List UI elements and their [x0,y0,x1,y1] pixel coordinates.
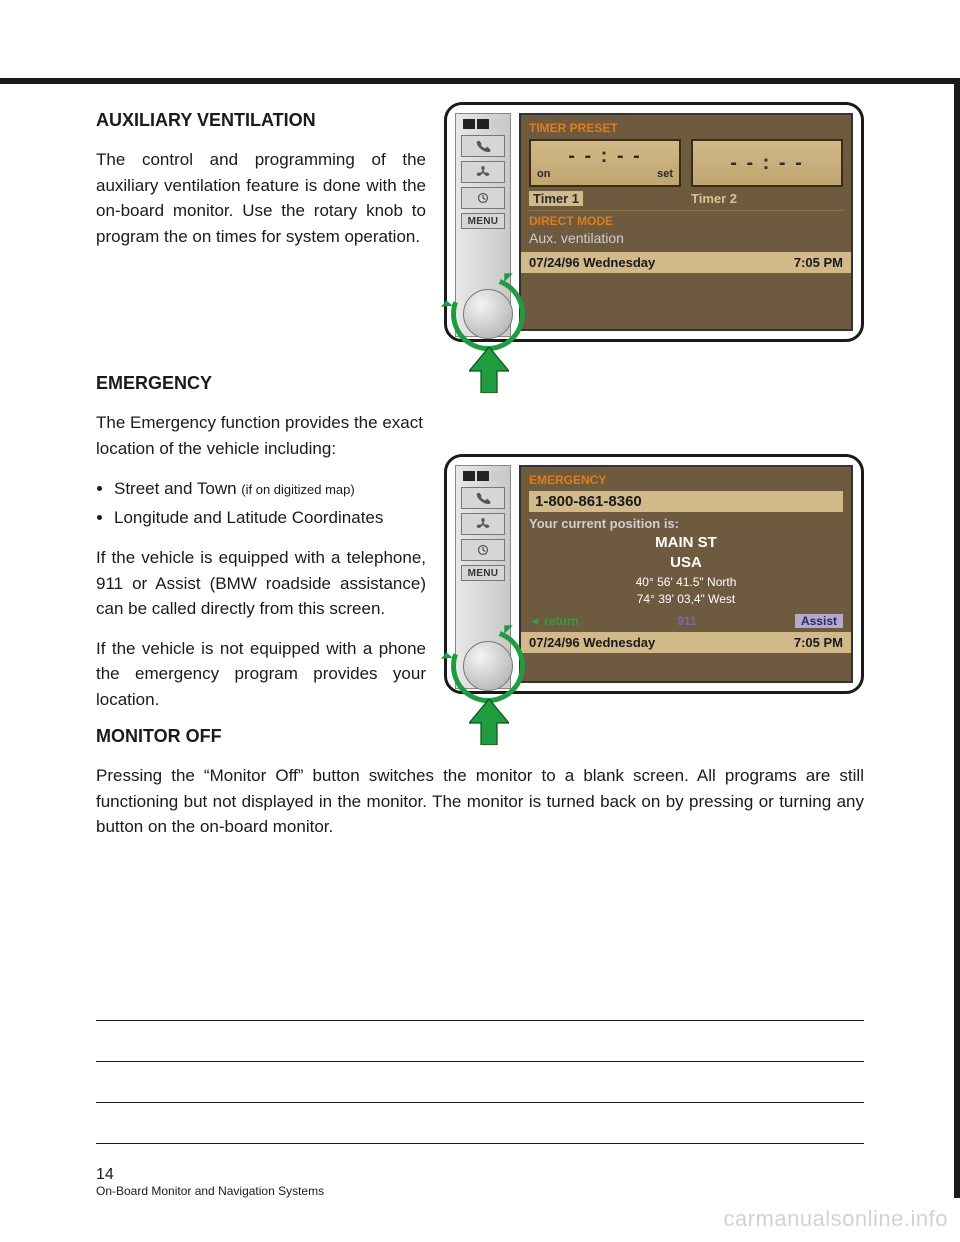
para-emergency-intro: The Emergency function provides the exac… [96,410,426,461]
page-content: AUXILIARY VENTILATION The control and pr… [96,110,864,854]
clock-icon [474,191,492,205]
fan-button[interactable] [461,161,505,183]
bullet-main: Longitude and Latitude Coordinates [114,508,383,527]
timer-1-box[interactable]: - - : - - on set [529,139,681,187]
screen-title: TIMER PRESET [529,121,843,135]
page-side-rule [954,78,960,1198]
timer-2-label[interactable]: Timer 2 [691,191,843,206]
para-emergency-3: If the vehicle is not equipped with a ph… [96,636,426,713]
page-number: 14 [96,1166,324,1184]
timer-2-digits: - - : - - [693,152,841,175]
timer-on-label: on [537,168,550,180]
list-item: Longitude and Latitude Coordinates [114,504,444,531]
direct-mode-label: DIRECT MODE [529,210,843,228]
fan-button[interactable] [461,513,505,535]
push-arrow-icon [469,347,509,398]
para-aux-ventilation: The control and programming of the auxil… [96,147,426,249]
monitor-illustration-emergency: MENU EMERGENCY 1-800-861-8360 Your curre… [444,454,864,694]
position-country: USA [529,553,843,573]
footer-title: On-Board Monitor and Navigation Systems [96,1184,324,1198]
page-top-rule [0,78,960,84]
menu-button[interactable]: MENU [461,565,505,581]
rotary-knob-group [441,629,551,749]
bullet-note: (if on digitized map) [241,482,354,497]
clock-icon [474,543,492,557]
position-lon: 74° 39' 03,4" West [529,591,843,608]
clock-button[interactable] [461,539,505,561]
push-arrow-icon [469,699,509,750]
indicator-lights [461,469,505,483]
phone-button[interactable] [461,487,505,509]
timer-1-digits: - - : - - [531,145,679,168]
rotary-knob[interactable] [463,641,513,691]
screen-emergency: EMERGENCY 1-800-861-8360 Your current po… [519,465,853,683]
phone-icon [474,139,492,153]
timer-1-label[interactable]: Timer 1 [529,191,681,206]
status-time: 7:05 PM [794,255,843,270]
status-time: 7:05 PM [794,635,843,650]
phone-icon [474,491,492,505]
position-label: Your current position is: [529,516,843,531]
clock-button[interactable] [461,187,505,209]
watermark: carmanualsonline.info [723,1206,948,1232]
call-911-action[interactable]: 911 [677,614,696,628]
emergency-bullet-list: Street and Town (if on digitized map) Lo… [114,475,444,531]
status-date: 07/24/96 Wednesday [529,255,655,270]
page-footer: 14 On-Board Monitor and Navigation Syste… [96,1166,324,1198]
fan-icon [474,517,492,531]
monitor-illustration-timer: MENU TIMER PRESET - - : - - on set - - :… [444,102,864,342]
assist-action[interactable]: Assist [795,614,843,628]
para-emergency-2: If the vehicle is equipped with a teleph… [96,545,426,622]
indicator-lights [461,117,505,131]
rotary-knob[interactable] [463,289,513,339]
notes-blank-lines [96,1020,864,1144]
position-street: MAIN ST [529,533,843,553]
timer-set-label: set [657,168,673,180]
position-lat: 40° 56' 41.5" North [529,574,843,591]
fan-icon [474,165,492,179]
screen-timer-preset: TIMER PRESET - - : - - on set - - : - - … [519,113,853,331]
status-bar: 07/24/96 Wednesday 7:05 PM [521,252,851,273]
aux-ventilation-label[interactable]: Aux. ventilation [529,228,843,248]
bullet-main: Street and Town [114,479,237,498]
phone-button[interactable] [461,135,505,157]
status-bar: 07/24/96 Wednesday 7:05 PM [521,632,851,653]
para-monitor-off: Pressing the “Monitor Off” button switch… [96,763,864,840]
emergency-phone-number: 1-800-861-8360 [529,491,843,512]
list-item: Street and Town (if on digitized map) [114,475,444,502]
screen-title: EMERGENCY [529,473,843,487]
menu-button[interactable]: MENU [461,213,505,229]
timer-2-box[interactable]: - - : - - [691,139,843,187]
rotary-knob-group [441,277,551,397]
return-action[interactable]: ◄ return [529,614,579,628]
